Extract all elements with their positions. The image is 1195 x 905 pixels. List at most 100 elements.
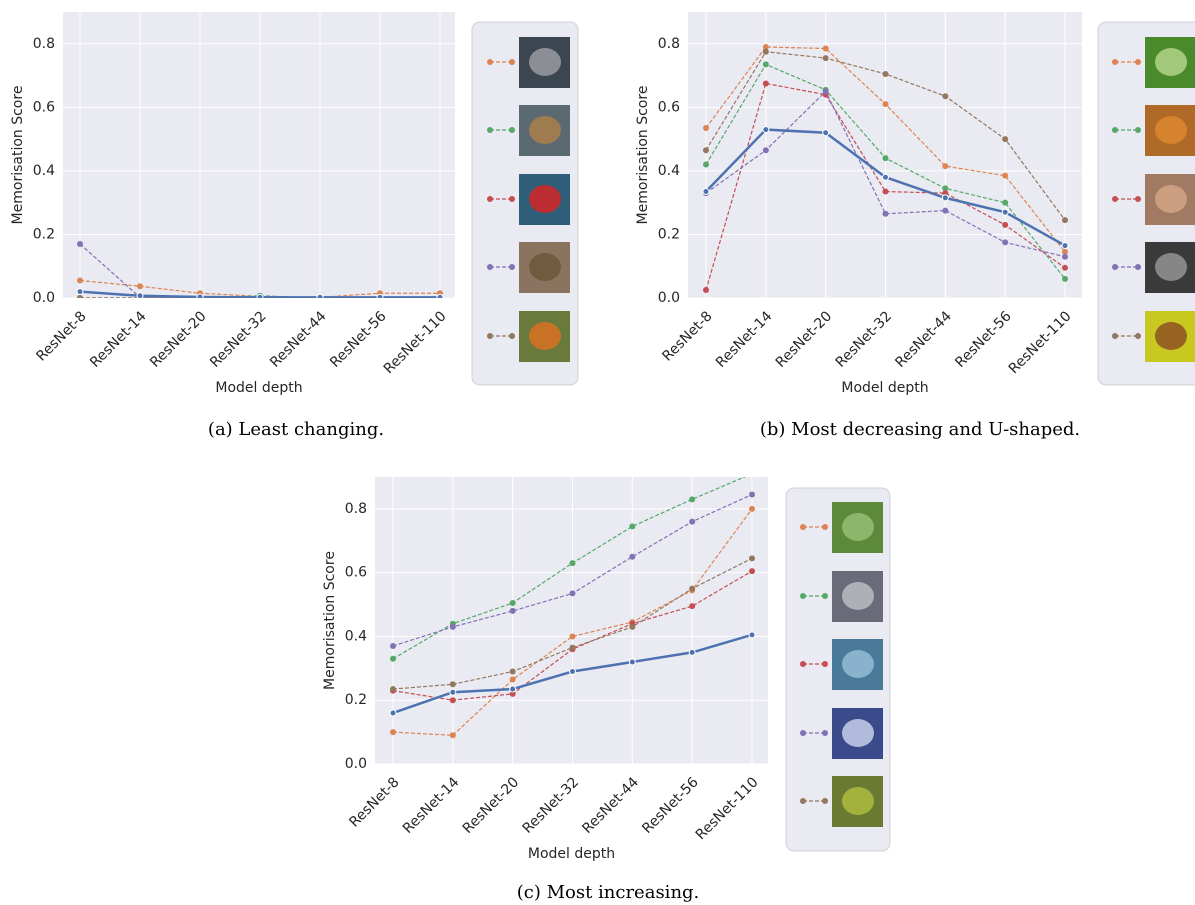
legend-thumbnail-detail — [529, 116, 561, 144]
legend-marker — [509, 127, 515, 133]
legend-thumbnail-detail — [529, 253, 561, 281]
plot-background — [375, 477, 768, 764]
legend-marker — [1112, 59, 1118, 65]
point — [1002, 173, 1008, 179]
legend-marker — [800, 661, 806, 667]
point — [77, 289, 83, 295]
point — [629, 659, 635, 665]
x-tick-label: ResNet-56 — [952, 308, 1015, 371]
point — [823, 130, 829, 136]
point — [197, 294, 203, 300]
point — [942, 208, 948, 214]
legend-marker — [487, 264, 493, 270]
point — [689, 649, 695, 655]
point — [510, 686, 516, 692]
point — [703, 125, 709, 131]
point — [942, 195, 948, 201]
x-tick-label: ResNet-20 — [460, 774, 523, 837]
point — [823, 55, 829, 61]
legend-thumbnail-detail — [842, 650, 874, 678]
x-axis-label: Model depth — [528, 846, 615, 862]
point — [137, 283, 143, 289]
point — [450, 697, 456, 703]
point — [450, 681, 456, 687]
point — [823, 46, 829, 52]
point — [317, 294, 323, 300]
point — [390, 686, 396, 692]
point — [450, 732, 456, 738]
legend-marker — [487, 196, 493, 202]
point — [763, 81, 769, 87]
legend-marker — [1135, 127, 1141, 133]
legend-thumbnail-detail — [842, 719, 874, 747]
x-tick-label: ResNet-32 — [520, 774, 583, 837]
point — [1062, 217, 1068, 223]
plot-background — [63, 12, 455, 298]
point — [749, 492, 755, 498]
point — [390, 656, 396, 662]
legend-marker — [487, 59, 493, 65]
point — [390, 710, 396, 716]
legend-marker — [509, 59, 515, 65]
point — [629, 624, 635, 630]
point — [570, 633, 576, 639]
point — [1002, 136, 1008, 142]
figure: 0.00.20.40.60.8ResNet-8ResNet-14ResNet-2… — [0, 0, 1195, 905]
point — [1062, 254, 1068, 260]
legend-marker — [822, 798, 828, 804]
legend-thumbnail-detail — [529, 322, 561, 350]
point — [510, 669, 516, 675]
point — [450, 624, 456, 630]
legend-marker — [1112, 264, 1118, 270]
point — [883, 155, 889, 161]
point — [77, 278, 83, 284]
y-tick-label: 0.2 — [658, 226, 680, 242]
legend-marker — [800, 593, 806, 599]
point — [749, 506, 755, 512]
caption: (c) Most increasing. — [517, 882, 700, 903]
legend-thumbnail-detail — [842, 787, 874, 815]
y-axis-label: Memorisation Score — [635, 86, 651, 225]
y-axis-label: Memorisation Score — [322, 551, 338, 690]
legend-thumbnail-detail — [529, 48, 561, 76]
legend-marker — [822, 730, 828, 736]
point — [1062, 243, 1068, 249]
point — [629, 554, 635, 560]
x-tick-label: ResNet-110 — [1006, 308, 1075, 377]
y-tick-label: 0.2 — [33, 226, 55, 242]
point — [390, 643, 396, 649]
x-tick-label: ResNet-14 — [713, 308, 776, 371]
point — [763, 61, 769, 67]
legend-marker — [487, 333, 493, 339]
point — [883, 211, 889, 217]
point — [377, 294, 383, 300]
point — [689, 496, 695, 502]
y-tick-label: 0.6 — [345, 565, 367, 581]
x-tick-label: ResNet-20 — [773, 308, 836, 371]
legend-marker — [509, 196, 515, 202]
point — [703, 162, 709, 168]
point — [823, 88, 829, 94]
legend-marker — [822, 593, 828, 599]
y-tick-label: 0.0 — [345, 756, 367, 772]
point — [703, 189, 709, 195]
x-tick-label: ResNet-32 — [833, 308, 896, 371]
point — [942, 163, 948, 169]
x-tick-label: ResNet-56 — [639, 774, 702, 837]
y-tick-label: 0.0 — [33, 290, 55, 306]
legend-marker — [1135, 59, 1141, 65]
point — [77, 295, 83, 301]
legend-thumbnail-detail — [1155, 185, 1187, 213]
point — [883, 71, 889, 77]
point — [703, 287, 709, 293]
point — [570, 590, 576, 596]
legend-marker — [1112, 127, 1118, 133]
point — [450, 689, 456, 695]
y-tick-label: 0.2 — [345, 692, 367, 708]
y-tick-label: 0.8 — [345, 501, 367, 517]
point — [510, 600, 516, 606]
point — [510, 608, 516, 614]
x-tick-label: ResNet-110 — [381, 308, 450, 377]
point — [883, 101, 889, 107]
y-tick-label: 0.0 — [658, 290, 680, 306]
